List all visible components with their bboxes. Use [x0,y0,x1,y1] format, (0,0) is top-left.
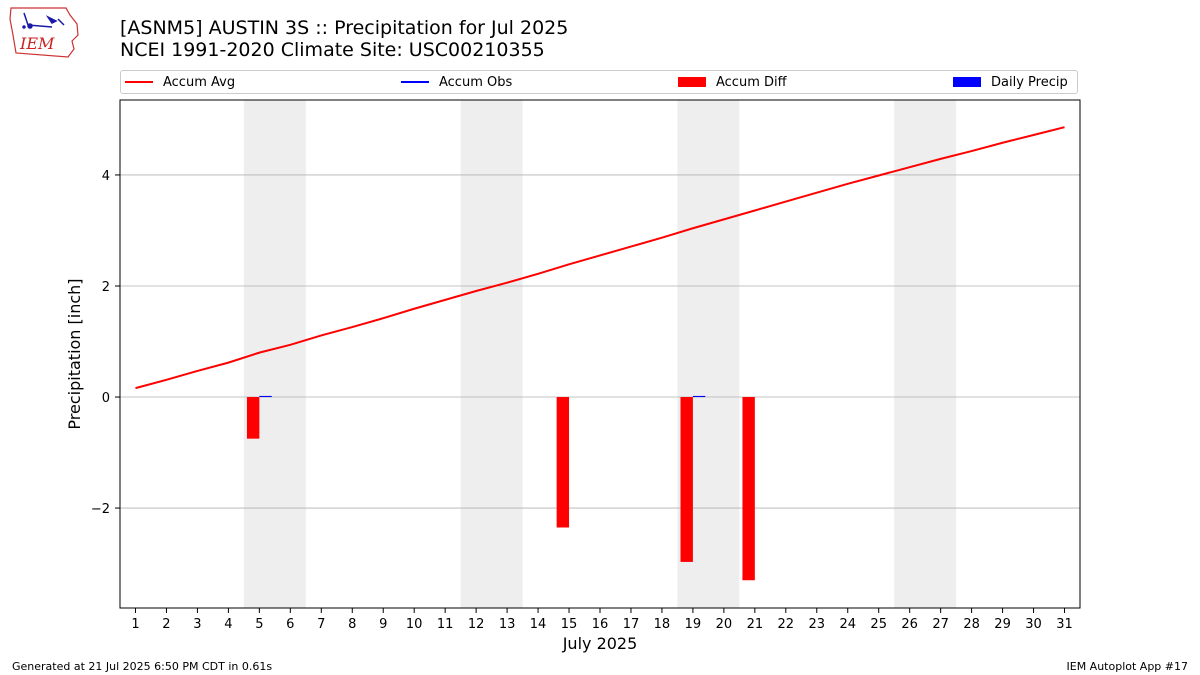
y-tick-label-0: −2 [91,502,110,517]
x-tick-label-24: 24 [839,617,856,632]
x-tick-label-28: 28 [963,617,980,632]
x-tick-label-15: 15 [561,617,578,632]
x-axis-label: July 2025 [562,634,638,653]
chart-legend: Accum Avg Accum Obs Accum Diff Daily Pre… [120,70,1078,94]
x-tick-label-26: 26 [901,617,918,632]
x-tick-label-30: 30 [1025,617,1042,632]
x-tick-label-10: 10 [406,617,423,632]
y-tick-label-1: 0 [102,391,110,406]
x-tick-label-12: 12 [468,617,485,632]
legend-label-accum-avg: Accum Avg [163,74,236,90]
weekend-shade-3 [894,100,957,608]
x-tick-label-4: 4 [224,617,232,632]
x-tick-label-23: 23 [809,617,826,632]
x-tick-label-8: 8 [348,617,356,632]
iowa-outline-icon [9,7,79,58]
x-tick-label-19: 19 [685,617,702,632]
x-tick-label-13: 13 [499,617,516,632]
accum-diff-bar-day-5 [246,397,260,439]
y-tick-label-2: 2 [102,280,110,295]
x-tick-label-5: 5 [255,617,263,632]
x-tick-label-14: 14 [530,617,547,632]
x-tick-label-6: 6 [286,617,294,632]
legend-swatch-daily-precip [953,77,981,87]
legend-item-accum-diff: Accum Diff [678,71,787,93]
chart-subtitle: NCEI 1991-2020 Climate Site: USC00210355 [120,39,545,61]
legend-swatch-accum-diff [678,77,706,87]
x-tick-label-25: 25 [870,617,887,632]
y-axis-label: Precipitation [inch] [65,278,84,429]
iem-logo: IEM [9,7,79,58]
legend-label-daily-precip: Daily Precip [991,74,1068,90]
x-tick-label-27: 27 [932,617,949,632]
legend-item-daily-precip: Daily Precip [953,71,1068,93]
x-tick-label-22: 22 [778,617,795,632]
legend-swatch-accum-avg [125,81,153,83]
x-tick-label-16: 16 [592,617,609,632]
legend-swatch-accum-obs [401,81,429,83]
legend-label-accum-obs: Accum Obs [439,74,513,90]
legend-label-accum-diff: Accum Diff [716,74,787,90]
accum-diff-bar-day-19 [680,397,693,562]
x-tick-label-21: 21 [747,617,764,632]
x-tick-label-17: 17 [623,617,640,632]
legend-item-accum-avg: Accum Avg [125,71,235,93]
x-tick-label-2: 2 [162,617,170,632]
daily-precip-bar-day-5 [259,395,272,398]
weekend-shade-1 [460,100,523,608]
legend-item-accum-obs: Accum Obs [401,71,512,93]
x-tick-label-7: 7 [317,617,325,632]
y-tick-label-3: 4 [102,169,110,184]
accum-diff-bar-day-21 [742,397,755,581]
x-tick-label-9: 9 [379,617,387,632]
accum-diff-bar-day-15 [556,397,570,528]
chart-title: [ASNM5] AUSTIN 3S :: Precipitation for J… [120,17,569,39]
logo-text: IEM [19,34,55,53]
x-tick-label-29: 29 [994,617,1011,632]
x-tick-label-20: 20 [716,617,733,632]
daily-precip-bar-day-19 [692,395,706,398]
x-tick-label-31: 31 [1056,617,1073,632]
x-tick-label-1: 1 [131,617,139,632]
weather-station-icon [22,12,65,29]
x-tick-label-3: 3 [193,617,201,632]
footer-generated-text: Generated at 21 Jul 2025 6:50 PM CDT in … [12,660,273,673]
x-tick-label-11: 11 [437,617,454,632]
accum-avg-line [135,126,1065,390]
x-tick-label-18: 18 [654,617,671,632]
footer-app-text: IEM Autoplot App #17 [1066,660,1189,673]
